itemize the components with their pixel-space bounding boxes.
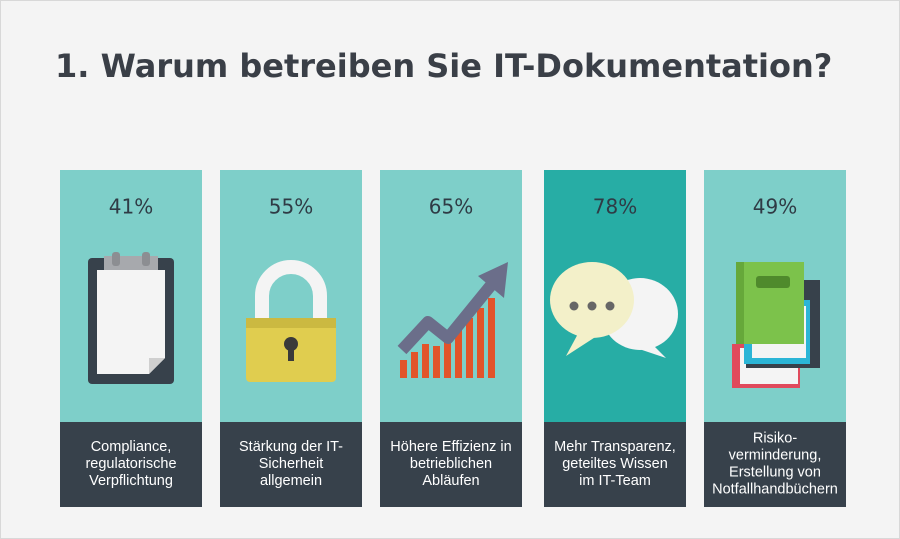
card-top (380, 170, 522, 422)
percent: 78% (593, 195, 637, 219)
card-label: Compliance, (91, 439, 172, 455)
card-label: Abläufen (422, 473, 479, 489)
card-label: betrieblichen (410, 456, 492, 472)
chat-icon (550, 262, 678, 358)
card-bottom (544, 422, 686, 507)
card-label: Höhere Effizienz in (390, 439, 511, 455)
percent: 49% (753, 195, 797, 219)
percent: 65% (429, 195, 473, 219)
card-bottom (60, 422, 202, 507)
percent: 41% (109, 195, 153, 219)
title: 1. Warum betreiben Sie IT-Dokumentation? (55, 47, 832, 85)
card-bottom (380, 422, 522, 507)
card-label: Mehr Transparenz, (554, 439, 676, 455)
growth-icon (397, 262, 508, 378)
card-label: Erstellung von (729, 464, 821, 480)
lock-icon (246, 260, 336, 382)
card-label: Risiko- (753, 430, 797, 446)
card-label: geteiltes Wissen (562, 456, 668, 472)
card-bottom (220, 422, 362, 507)
card-bottom (704, 422, 846, 507)
clipboard-icon (88, 252, 174, 384)
percent: 55% (269, 195, 313, 219)
card-label: im IT-Team (579, 473, 651, 489)
icons (88, 252, 820, 388)
card-label: allgemein (260, 473, 322, 489)
card-label: regulatorische (85, 456, 176, 472)
books-icon (732, 262, 820, 388)
card-label: Sicherheit (259, 456, 323, 472)
card-label: Stärkung der IT- (239, 439, 343, 455)
card-label: Notfallhandbüchern (712, 481, 838, 497)
card-label: verminderung, (729, 447, 822, 463)
card-label: Verpflichtung (89, 473, 173, 489)
